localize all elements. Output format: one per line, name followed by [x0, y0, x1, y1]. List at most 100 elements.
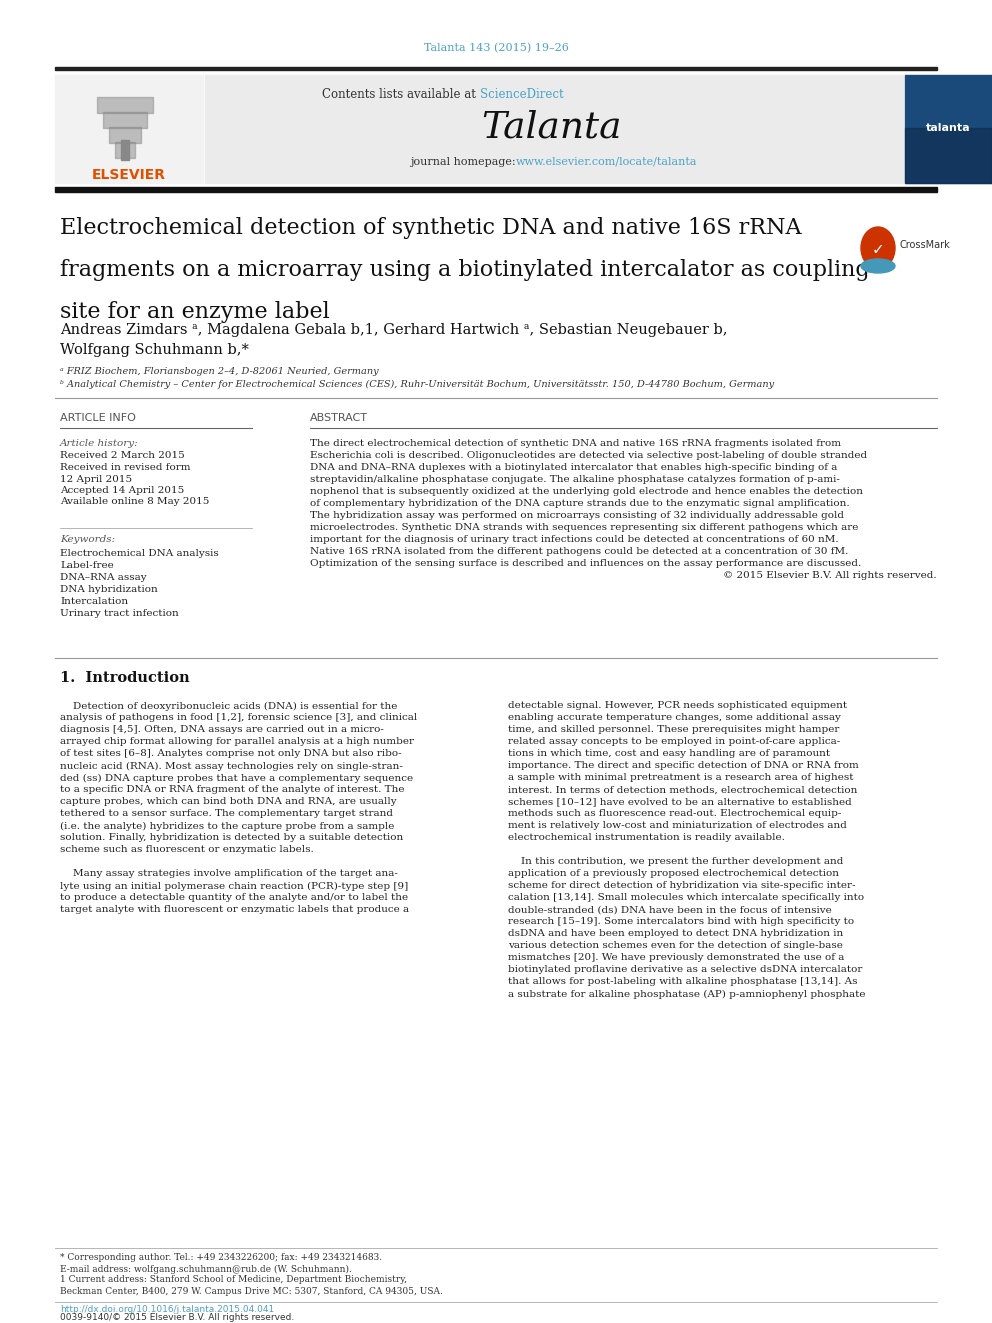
Text: Wolfgang Schuhmann b,*: Wolfgang Schuhmann b,*: [60, 343, 249, 357]
Bar: [905, 75, 992, 183]
Text: ᵇ Analytical Chemistry – Center for Electrochemical Sciences (CES), Ruhr-Univers: ᵇ Analytical Chemistry – Center for Elec…: [60, 380, 774, 389]
Bar: [55, 187, 937, 192]
Bar: [205, 75, 903, 183]
Text: diagnosis [4,5]. Often, DNA assays are carried out in a micro-: diagnosis [4,5]. Often, DNA assays are c…: [60, 725, 384, 734]
Text: Optimization of the sensing surface is described and influences on the assay per: Optimization of the sensing surface is d…: [310, 558, 861, 568]
Text: Escherichia coli is described. Oligonucleotides are detected via selective post-: Escherichia coli is described. Oligonucl…: [310, 451, 867, 459]
Bar: [905, 128, 992, 183]
Text: calation [13,14]. Small molecules which intercalate specifically into: calation [13,14]. Small molecules which …: [508, 893, 864, 902]
Ellipse shape: [861, 228, 895, 269]
Text: electrochemical instrumentation is readily available.: electrochemical instrumentation is readi…: [508, 833, 785, 843]
Text: Andreas Zimdars ᵃ, Magdalena Gebala b,1, Gerhard Hartwich ᵃ, Sebastian Neugebaue: Andreas Zimdars ᵃ, Magdalena Gebala b,1,…: [60, 323, 727, 337]
Text: Urinary tract infection: Urinary tract infection: [60, 609, 179, 618]
Text: 1.  Introduction: 1. Introduction: [60, 671, 189, 685]
Text: Many assay strategies involve amplification of the target ana-: Many assay strategies involve amplificat…: [60, 869, 398, 878]
Text: detectable signal. However, PCR needs sophisticated equipment: detectable signal. However, PCR needs so…: [508, 701, 847, 710]
Text: biotinylated proflavine derivative as a selective dsDNA intercalator: biotinylated proflavine derivative as a …: [508, 966, 862, 975]
Text: enabling accurate temperature changes, some additional assay: enabling accurate temperature changes, s…: [508, 713, 841, 722]
Text: capture probes, which can bind both DNA and RNA, are usually: capture probes, which can bind both DNA …: [60, 798, 397, 807]
Bar: [121, 140, 129, 160]
Bar: [55, 75, 203, 183]
Text: scheme such as fluorescent or enzymatic labels.: scheme such as fluorescent or enzymatic …: [60, 845, 313, 855]
Text: tethered to a sensor surface. The complementary target strand: tethered to a sensor surface. The comple…: [60, 810, 393, 819]
Text: Accepted 14 April 2015: Accepted 14 April 2015: [60, 486, 185, 495]
Text: Keywords:: Keywords:: [60, 536, 115, 545]
Bar: [55, 66, 937, 70]
Text: * Corresponding author. Tel.: +49 2343226200; fax: +49 2343214683.: * Corresponding author. Tel.: +49 234322…: [60, 1253, 382, 1262]
Text: solution. Finally, hybridization is detected by a suitable detection: solution. Finally, hybridization is dete…: [60, 833, 404, 843]
Text: methods such as fluorescence read-out. Electrochemical equip-: methods such as fluorescence read-out. E…: [508, 810, 841, 819]
Text: Talanta: Talanta: [481, 110, 621, 146]
Text: research [15–19]. Some intercalators bind with high specificity to: research [15–19]. Some intercalators bin…: [508, 917, 854, 926]
Text: a sample with minimal pretreatment is a research area of highest: a sample with minimal pretreatment is a …: [508, 774, 853, 782]
Text: 12 April 2015: 12 April 2015: [60, 475, 132, 483]
Text: interest. In terms of detection methods, electrochemical detection: interest. In terms of detection methods,…: [508, 786, 857, 795]
Text: double-stranded (ds) DNA have been in the focus of intensive: double-stranded (ds) DNA have been in th…: [508, 905, 831, 914]
Text: Native 16S rRNA isolated from the different pathogens could be detected at a con: Native 16S rRNA isolated from the differ…: [310, 546, 848, 556]
Text: to a specific DNA or RNA fragment of the analyte of interest. The: to a specific DNA or RNA fragment of the…: [60, 786, 405, 795]
Text: ARTICLE INFO: ARTICLE INFO: [60, 413, 136, 423]
Text: ded (ss) DNA capture probes that have a complementary sequence: ded (ss) DNA capture probes that have a …: [60, 774, 413, 783]
Text: talanta: talanta: [926, 123, 970, 134]
Text: In this contribution, we present the further development and: In this contribution, we present the fur…: [508, 857, 843, 867]
Text: importance. The direct and specific detection of DNA or RNA from: importance. The direct and specific dete…: [508, 762, 859, 770]
Text: CrossMark: CrossMark: [899, 239, 949, 250]
Text: important for the diagnosis of urinary tract infections could be detected at con: important for the diagnosis of urinary t…: [310, 534, 838, 544]
Text: 0039-9140/© 2015 Elsevier B.V. All rights reserved.: 0039-9140/© 2015 Elsevier B.V. All right…: [60, 1314, 295, 1323]
Text: Contents lists available at: Contents lists available at: [322, 89, 480, 102]
Text: mismatches [20]. We have previously demonstrated the use of a: mismatches [20]. We have previously demo…: [508, 954, 844, 963]
Text: © 2015 Elsevier B.V. All rights reserved.: © 2015 Elsevier B.V. All rights reserved…: [723, 570, 937, 579]
Text: streptavidin/alkaline phosphatase conjugate. The alkaline phosphatase catalyzes : streptavidin/alkaline phosphatase conjug…: [310, 475, 840, 483]
Text: lyte using an initial polymerase chain reaction (PCR)-type step [9]: lyte using an initial polymerase chain r…: [60, 881, 409, 890]
Text: DNA and DNA–RNA duplexes with a biotinylated intercalator that enables high-spec: DNA and DNA–RNA duplexes with a biotinyl…: [310, 463, 837, 471]
Text: that allows for post-labeling with alkaline phosphatase [13,14]. As: that allows for post-labeling with alkal…: [508, 978, 857, 987]
Text: Electrochemical detection of synthetic DNA and native 16S rRNA: Electrochemical detection of synthetic D…: [60, 217, 802, 239]
Text: Received in revised form: Received in revised form: [60, 463, 190, 472]
Text: Label-free: Label-free: [60, 561, 114, 569]
Text: ᵃ FRIZ Biochem, Floriansbogen 2–4, D-82061 Neuried, Germany: ᵃ FRIZ Biochem, Floriansbogen 2–4, D-820…: [60, 368, 379, 377]
Text: Talanta 143 (2015) 19–26: Talanta 143 (2015) 19–26: [424, 42, 568, 53]
Text: Intercalation: Intercalation: [60, 597, 128, 606]
Text: Received 2 March 2015: Received 2 March 2015: [60, 451, 185, 460]
Text: Available online 8 May 2015: Available online 8 May 2015: [60, 497, 209, 507]
Text: Detection of deoxyribonucleic acids (DNA) is essential for the: Detection of deoxyribonucleic acids (DNA…: [60, 701, 398, 710]
Text: DNA hybridization: DNA hybridization: [60, 585, 158, 594]
Text: dsDNA and have been employed to detect DNA hybridization in: dsDNA and have been employed to detect D…: [508, 930, 843, 938]
Text: arrayed chip format allowing for parallel analysis at a high number: arrayed chip format allowing for paralle…: [60, 737, 414, 746]
Text: journal homepage:: journal homepage:: [410, 157, 519, 167]
Text: nucleic acid (RNA). Most assay technologies rely on single-stran-: nucleic acid (RNA). Most assay technolog…: [60, 762, 403, 770]
Text: http://dx.doi.org/10.1016/j.talanta.2015.04.041: http://dx.doi.org/10.1016/j.talanta.2015…: [60, 1304, 274, 1314]
Text: nophenol that is subsequently oxidized at the underlying gold electrode and henc: nophenol that is subsequently oxidized a…: [310, 487, 863, 496]
Text: (i.e. the analyte) hybridizes to the capture probe from a sample: (i.e. the analyte) hybridizes to the cap…: [60, 822, 395, 831]
Text: time, and skilled personnel. These prerequisites might hamper: time, and skilled personnel. These prere…: [508, 725, 839, 734]
Text: 1 Current address: Stanford School of Medicine, Department Biochemistry,: 1 Current address: Stanford School of Me…: [60, 1275, 407, 1285]
Text: tions in which time, cost and easy handling are of paramount: tions in which time, cost and easy handl…: [508, 750, 830, 758]
Ellipse shape: [861, 259, 895, 273]
Text: ment is relatively low-cost and miniaturization of electrodes and: ment is relatively low-cost and miniatur…: [508, 822, 847, 831]
Text: a substrate for alkaline phosphatase (AP) p-amniophenyl phosphate: a substrate for alkaline phosphatase (AP…: [508, 990, 865, 999]
Text: target analyte with fluorescent or enzymatic labels that produce a: target analyte with fluorescent or enzym…: [60, 905, 409, 914]
Text: of test sites [6–8]. Analytes comprise not only DNA but also ribo-: of test sites [6–8]. Analytes comprise n…: [60, 750, 402, 758]
Text: application of a previously proposed electrochemical detection: application of a previously proposed ele…: [508, 869, 839, 878]
Text: related assay concepts to be employed in point-of-care applica-: related assay concepts to be employed in…: [508, 737, 840, 746]
Text: Electrochemical DNA analysis: Electrochemical DNA analysis: [60, 549, 219, 557]
Text: schemes [10–12] have evolved to be an alternative to established: schemes [10–12] have evolved to be an al…: [508, 798, 852, 807]
Text: The direct electrochemical detection of synthetic DNA and native 16S rRNA fragme: The direct electrochemical detection of …: [310, 438, 841, 447]
Text: DNA–RNA assay: DNA–RNA assay: [60, 573, 147, 582]
Text: to produce a detectable quantity of the analyte and/or to label the: to produce a detectable quantity of the …: [60, 893, 408, 902]
Text: E-mail address: wolfgang.schuhmann@rub.de (W. Schuhmann).: E-mail address: wolfgang.schuhmann@rub.d…: [60, 1265, 352, 1274]
Text: ELSEVIER: ELSEVIER: [92, 168, 166, 183]
Text: ABSTRACT: ABSTRACT: [310, 413, 368, 423]
Text: scheme for direct detection of hybridization via site-specific inter-: scheme for direct detection of hybridiza…: [508, 881, 855, 890]
Text: analysis of pathogens in food [1,2], forensic science [3], and clinical: analysis of pathogens in food [1,2], for…: [60, 713, 418, 722]
Text: Beckman Center, B400, 279 W. Campus Drive MC: 5307, Stanford, CA 94305, USA.: Beckman Center, B400, 279 W. Campus Driv…: [60, 1286, 442, 1295]
Text: The hybridization assay was performed on microarrays consisting of 32 individual: The hybridization assay was performed on…: [310, 511, 844, 520]
Text: ✓: ✓: [872, 242, 885, 258]
Text: site for an enzyme label: site for an enzyme label: [60, 302, 329, 323]
Text: ScienceDirect: ScienceDirect: [480, 89, 563, 102]
Text: of complementary hybridization of the DNA capture strands due to the enzymatic s: of complementary hybridization of the DN…: [310, 499, 849, 508]
Text: Article history:: Article history:: [60, 438, 139, 447]
Text: various detection schemes even for the detection of single-base: various detection schemes even for the d…: [508, 942, 843, 950]
Text: microelectrodes. Synthetic DNA strands with sequences representing six different: microelectrodes. Synthetic DNA strands w…: [310, 523, 858, 532]
Text: fragments on a microarray using a biotinylated intercalator as coupling: fragments on a microarray using a biotin…: [60, 259, 870, 280]
